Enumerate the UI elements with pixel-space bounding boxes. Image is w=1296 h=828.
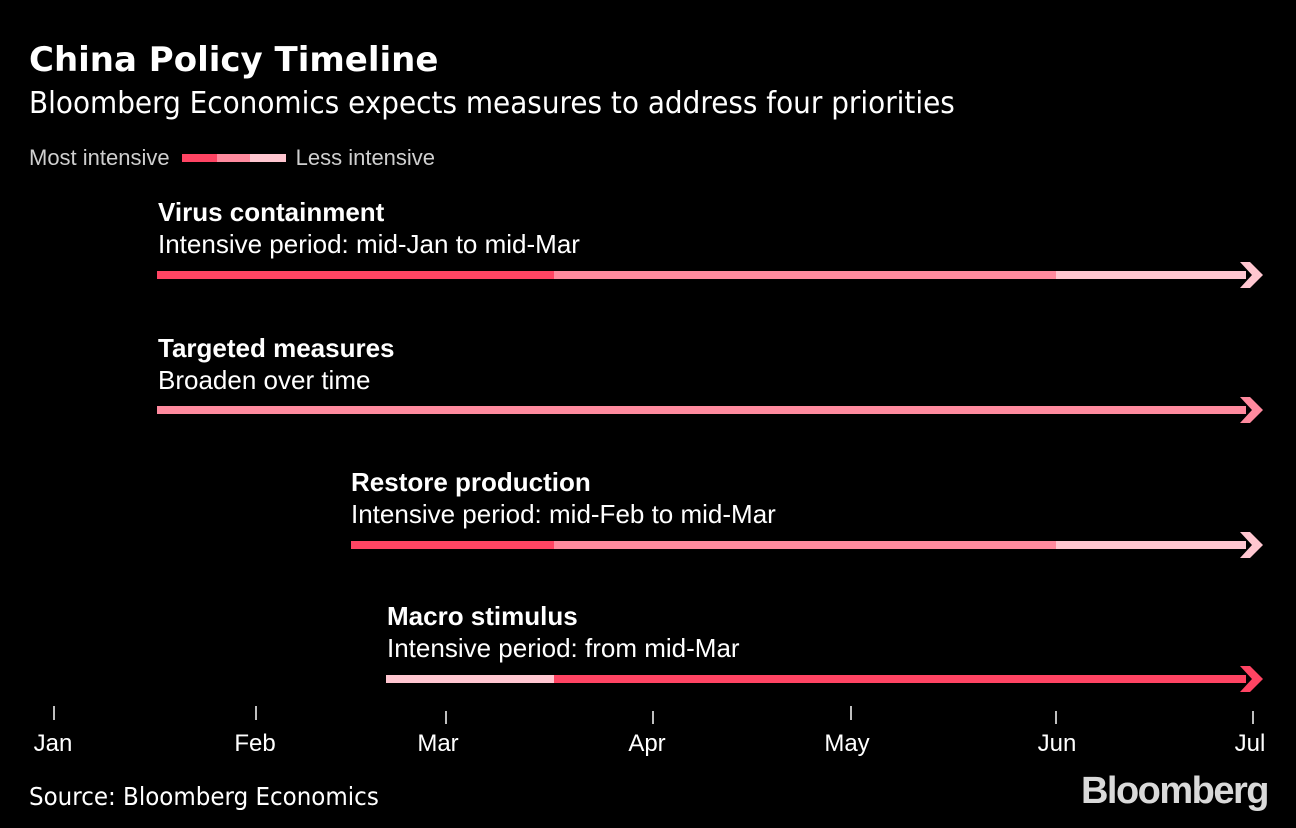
bar-virus-containment [157,262,1263,288]
x-tick-jun: Jun [1037,730,1077,757]
legend: Most intensive Less intensive [29,144,435,172]
x-tick-mar: Mar [417,730,459,757]
row-desc-macro-stimulus: Intensive period: from mid-Mar [387,633,740,663]
legend-swatch-less [249,154,286,162]
row-desc-restore-production: Intensive period: mid-Feb to mid-Mar [351,499,776,529]
chart-subtitle: Bloomberg Economics expects measures to … [29,86,955,121]
x-tick-jul: Jul [1234,730,1266,757]
arrow-head-icon [1240,532,1263,558]
legend-swatch-medium [216,154,250,162]
legend-gradient-swatch [181,154,286,162]
legend-swatch-most [181,154,217,162]
arrow-head-icon [1240,262,1263,288]
row-title-virus-containment: Virus containment [158,197,385,227]
x-axis-ticks [53,706,1254,724]
bar-restore-production [351,532,1263,558]
row-desc-virus-containment: Intensive period: mid-Jan to mid-Mar [158,229,580,259]
legend-less-label: Less intensive [295,145,436,170]
legend-most-label: Most intensive [29,145,170,170]
arrow-head-icon [1240,397,1263,423]
source-note: Source: Bloomberg Economics [29,782,379,811]
bar-targeted-measures [157,397,1263,423]
x-tick-apr: Apr [628,730,666,757]
bar-macro-stimulus [386,666,1263,692]
x-tick-feb: Feb [234,730,276,757]
chart-title: China Policy Timeline [29,40,439,80]
arrow-head-icon [1240,666,1263,692]
row-title-restore-production: Restore production [351,467,591,497]
row-title-targeted-measures: Targeted measures [158,333,395,363]
row-title-macro-stimulus: Macro stimulus [387,601,578,631]
x-tick-may: May [824,730,870,757]
bloomberg-logo: Bloomberg [1080,770,1270,812]
row-desc-targeted-measures: Broaden over time [158,365,371,395]
x-tick-jan: Jan [33,730,73,757]
